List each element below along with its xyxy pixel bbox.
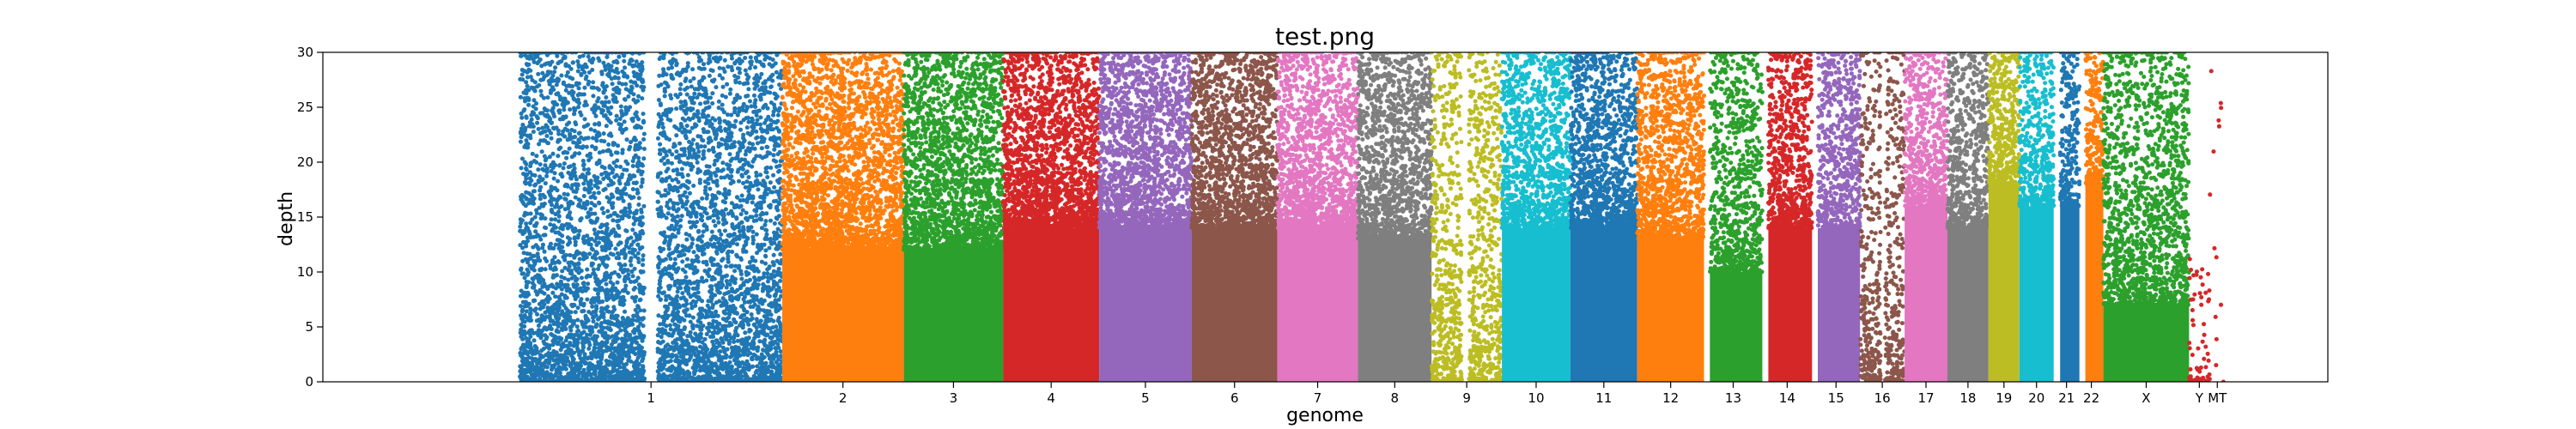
chromosome-12-dense-band	[1637, 239, 1704, 382]
x-tick-label-19: 19	[1996, 390, 2012, 406]
x-tick-label-16: 16	[1874, 390, 1891, 406]
y-tick-label: 20	[297, 154, 313, 170]
x-tick-label-10: 10	[1528, 390, 1544, 406]
x-tick-label-21: 21	[2058, 390, 2075, 406]
chromosome-7-dense-band	[1278, 228, 1358, 382]
x-tick-label-1: 1	[647, 390, 655, 406]
x-axis-label: genome	[1286, 405, 1364, 426]
chromosome-3-points	[904, 52, 1004, 382]
y-tick-label: 25	[297, 100, 313, 115]
x-tick-label-12: 12	[1662, 390, 1679, 406]
chromosome-11-dense-band	[1571, 228, 1637, 382]
x-tick-label-14: 14	[1779, 390, 1795, 406]
x-tick-label-17: 17	[1917, 390, 1934, 406]
chromosome-20-dense-band	[2020, 206, 2054, 382]
x-tick-label-3: 3	[950, 390, 958, 406]
x-tick-label-7: 7	[1314, 390, 1322, 406]
x-tick-label-15: 15	[1828, 390, 1844, 406]
y-axis-label: depth	[276, 191, 297, 246]
chromosome-8-dense-band	[1358, 239, 1431, 382]
x-tick-label-18: 18	[1959, 390, 1976, 406]
x-tick-label-4: 4	[1047, 390, 1055, 406]
x-tick-label-2: 2	[839, 390, 848, 406]
chromosome-x-dense-band	[2104, 305, 2190, 382]
plot-area	[323, 52, 2328, 382]
x-tick-label-6: 6	[1230, 390, 1239, 406]
chromosome-6-dense-band	[1192, 228, 1278, 382]
y-tick-label: 0	[305, 374, 313, 390]
chromosome-15-dense-band	[1818, 228, 1860, 382]
chromosome-3-dense-band	[904, 250, 1004, 382]
chromosome-18-dense-band	[1947, 228, 1989, 382]
chromosome-14-dense-band	[1768, 228, 1812, 382]
y-tick-label: 15	[297, 209, 313, 225]
chromosome-5-dense-band	[1099, 228, 1192, 382]
chromosome-13-dense-band	[1710, 272, 1762, 382]
x-tick-label-20: 20	[2028, 390, 2044, 406]
chromosome-17-dense-band	[1905, 206, 1947, 382]
x-tick-label-x: X	[2142, 390, 2150, 406]
chromosome-4-dense-band	[1003, 228, 1099, 382]
chromosome-19-dense-band	[1989, 184, 2020, 382]
x-tick-label-13: 13	[1725, 390, 1741, 406]
chromosome-10-dense-band	[1502, 228, 1571, 382]
x-tick-label-8: 8	[1391, 390, 1400, 406]
x-tick-label-y: Y	[2195, 390, 2204, 406]
chromosome-21-dense-band	[2060, 206, 2080, 382]
x-tick-label-9: 9	[1462, 390, 1471, 406]
chromosome-22-dense-band	[2086, 184, 2104, 382]
y-tick-label: 5	[305, 319, 313, 335]
y-tick-label: 10	[297, 264, 313, 280]
chart-title: test.png	[1275, 22, 1375, 51]
x-tick-label-11: 11	[1595, 390, 1612, 406]
chromosome-2-dense-band	[782, 250, 904, 382]
y-tick-label: 30	[297, 45, 313, 60]
x-tick-label-22: 22	[2083, 390, 2099, 406]
chromosome-14-points	[1768, 52, 1812, 382]
x-tick-label-mt: MT	[2208, 390, 2227, 406]
x-tick-label-5: 5	[1141, 390, 1150, 406]
